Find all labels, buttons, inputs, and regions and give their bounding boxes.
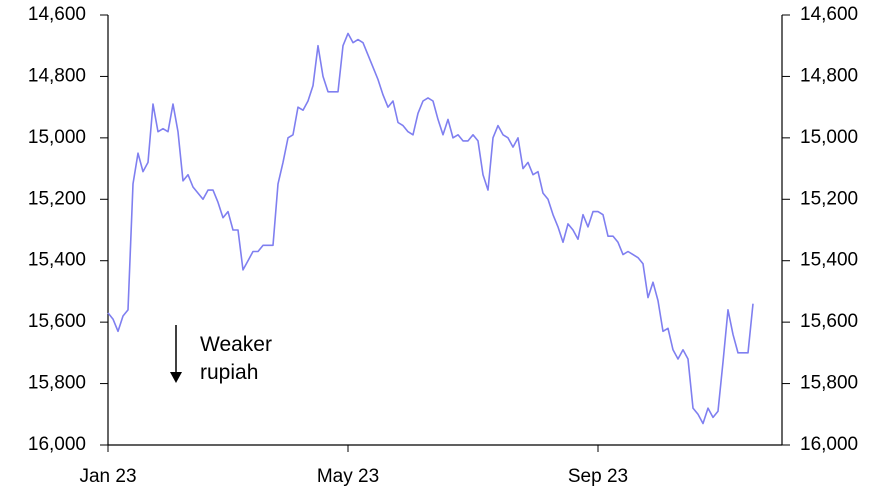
y2-tick-label: 15,800 <box>800 373 858 394</box>
x-tick-label: May 23 <box>317 466 379 487</box>
y-tick-label: 15,000 <box>28 127 86 148</box>
y-tick-label: 15,800 <box>28 373 86 394</box>
y-tick-label: 15,200 <box>28 188 86 209</box>
y2-tick-label: 14,800 <box>800 65 858 86</box>
y-tick-label: 15,400 <box>28 250 86 271</box>
y2-tick-label: 16,000 <box>800 434 858 455</box>
y-tick-label: 15,600 <box>28 311 86 332</box>
y-tick-label: 16,000 <box>28 434 86 455</box>
y2-tick-label: 15,600 <box>800 311 858 332</box>
y-tick-label: 14,800 <box>28 65 86 86</box>
y-tick-label: 14,600 <box>28 4 86 25</box>
y2-tick-label: 14,600 <box>800 4 858 25</box>
data-line <box>107 32 754 425</box>
arrow-head <box>170 372 182 383</box>
y2-tick-label: 15,400 <box>800 250 858 271</box>
y2-tick-label: 15,000 <box>800 127 858 148</box>
x-tick-label: Jan 23 <box>79 466 136 487</box>
x-tick-label: Sep 23 <box>568 466 628 487</box>
annotation: Weaker rupiah <box>200 333 272 384</box>
y2-tick-label: 15,200 <box>800 188 858 209</box>
